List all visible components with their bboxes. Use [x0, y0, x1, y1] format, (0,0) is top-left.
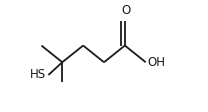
Text: HS: HS: [30, 69, 46, 82]
Text: OH: OH: [148, 56, 166, 69]
Text: O: O: [121, 4, 130, 17]
